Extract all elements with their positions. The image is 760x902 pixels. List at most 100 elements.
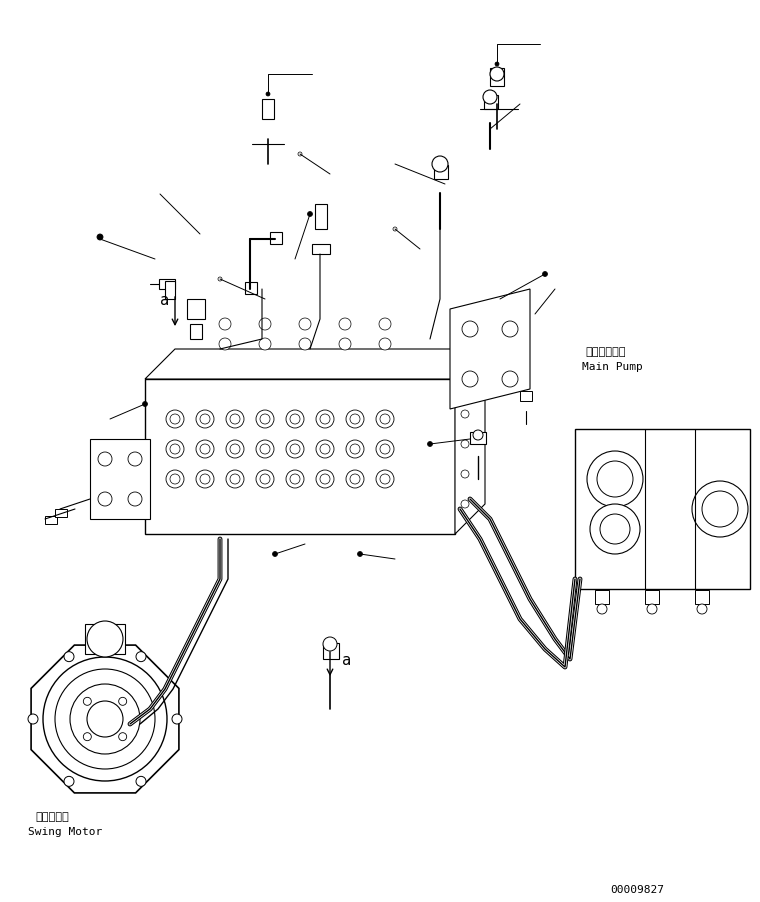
Circle shape xyxy=(647,604,657,614)
Bar xyxy=(323,643,339,659)
Circle shape xyxy=(339,318,351,331)
Circle shape xyxy=(320,415,330,425)
Circle shape xyxy=(170,415,180,425)
Circle shape xyxy=(286,440,304,458)
Circle shape xyxy=(350,415,360,425)
Circle shape xyxy=(87,621,123,658)
Text: Main Pump: Main Pump xyxy=(582,362,643,372)
Circle shape xyxy=(226,410,244,428)
Circle shape xyxy=(380,474,390,484)
Circle shape xyxy=(97,235,103,241)
Circle shape xyxy=(380,445,390,455)
Circle shape xyxy=(259,338,271,351)
Circle shape xyxy=(346,440,364,458)
Circle shape xyxy=(200,445,210,455)
Circle shape xyxy=(490,68,504,82)
Circle shape xyxy=(200,474,210,484)
Circle shape xyxy=(196,440,214,458)
Circle shape xyxy=(172,714,182,724)
Circle shape xyxy=(119,697,127,705)
Bar xyxy=(85,624,125,654)
Circle shape xyxy=(502,322,518,337)
Circle shape xyxy=(266,93,270,97)
Bar xyxy=(434,166,448,179)
Bar xyxy=(270,233,282,244)
Bar xyxy=(695,590,709,604)
Bar xyxy=(190,325,202,340)
Circle shape xyxy=(200,415,210,425)
Circle shape xyxy=(259,318,271,331)
Circle shape xyxy=(166,440,184,458)
Bar xyxy=(159,280,175,290)
Circle shape xyxy=(98,453,112,466)
Circle shape xyxy=(170,445,180,455)
Circle shape xyxy=(136,777,146,787)
Circle shape xyxy=(136,652,146,662)
Circle shape xyxy=(55,669,155,769)
Circle shape xyxy=(230,445,240,455)
Circle shape xyxy=(357,552,363,557)
Circle shape xyxy=(323,638,337,651)
Text: a: a xyxy=(342,652,351,667)
Circle shape xyxy=(299,338,311,351)
Text: 旋回モータ: 旋回モータ xyxy=(35,811,68,821)
Circle shape xyxy=(597,604,607,614)
Circle shape xyxy=(316,440,334,458)
Bar xyxy=(145,380,455,534)
Circle shape xyxy=(166,410,184,428)
Circle shape xyxy=(273,552,277,557)
Circle shape xyxy=(461,471,469,478)
Bar xyxy=(315,205,327,230)
Circle shape xyxy=(260,415,270,425)
Circle shape xyxy=(256,440,274,458)
Circle shape xyxy=(461,501,469,509)
Circle shape xyxy=(299,318,311,331)
Circle shape xyxy=(230,415,240,425)
Circle shape xyxy=(692,482,748,538)
Circle shape xyxy=(600,514,630,545)
Circle shape xyxy=(350,474,360,484)
Circle shape xyxy=(350,445,360,455)
Circle shape xyxy=(219,318,231,331)
Circle shape xyxy=(196,410,214,428)
Polygon shape xyxy=(90,439,150,520)
Circle shape xyxy=(590,504,640,555)
Bar xyxy=(470,433,486,445)
Circle shape xyxy=(702,492,738,528)
Bar xyxy=(187,299,205,319)
Circle shape xyxy=(256,410,274,428)
Text: Swing Motor: Swing Motor xyxy=(28,826,103,836)
Circle shape xyxy=(462,372,478,388)
Circle shape xyxy=(286,410,304,428)
Circle shape xyxy=(308,212,312,217)
Bar xyxy=(165,281,175,299)
Bar xyxy=(645,590,659,604)
Polygon shape xyxy=(455,350,485,534)
Circle shape xyxy=(346,471,364,489)
Circle shape xyxy=(196,471,214,489)
Bar xyxy=(520,391,532,401)
Circle shape xyxy=(432,157,448,173)
Circle shape xyxy=(597,462,633,497)
Bar xyxy=(595,590,609,604)
Circle shape xyxy=(218,278,222,281)
Bar xyxy=(55,510,67,518)
Circle shape xyxy=(87,701,123,737)
Circle shape xyxy=(376,410,394,428)
Circle shape xyxy=(298,152,302,157)
Circle shape xyxy=(128,492,142,506)
Circle shape xyxy=(697,604,707,614)
Circle shape xyxy=(461,440,469,448)
Bar xyxy=(45,517,57,524)
Circle shape xyxy=(316,471,334,489)
Circle shape xyxy=(380,415,390,425)
Circle shape xyxy=(128,453,142,466)
Circle shape xyxy=(64,777,74,787)
Circle shape xyxy=(320,474,330,484)
Circle shape xyxy=(166,471,184,489)
Circle shape xyxy=(473,430,483,440)
Circle shape xyxy=(286,471,304,489)
Text: 00009827: 00009827 xyxy=(610,884,664,894)
Polygon shape xyxy=(450,290,530,410)
Circle shape xyxy=(543,272,547,277)
